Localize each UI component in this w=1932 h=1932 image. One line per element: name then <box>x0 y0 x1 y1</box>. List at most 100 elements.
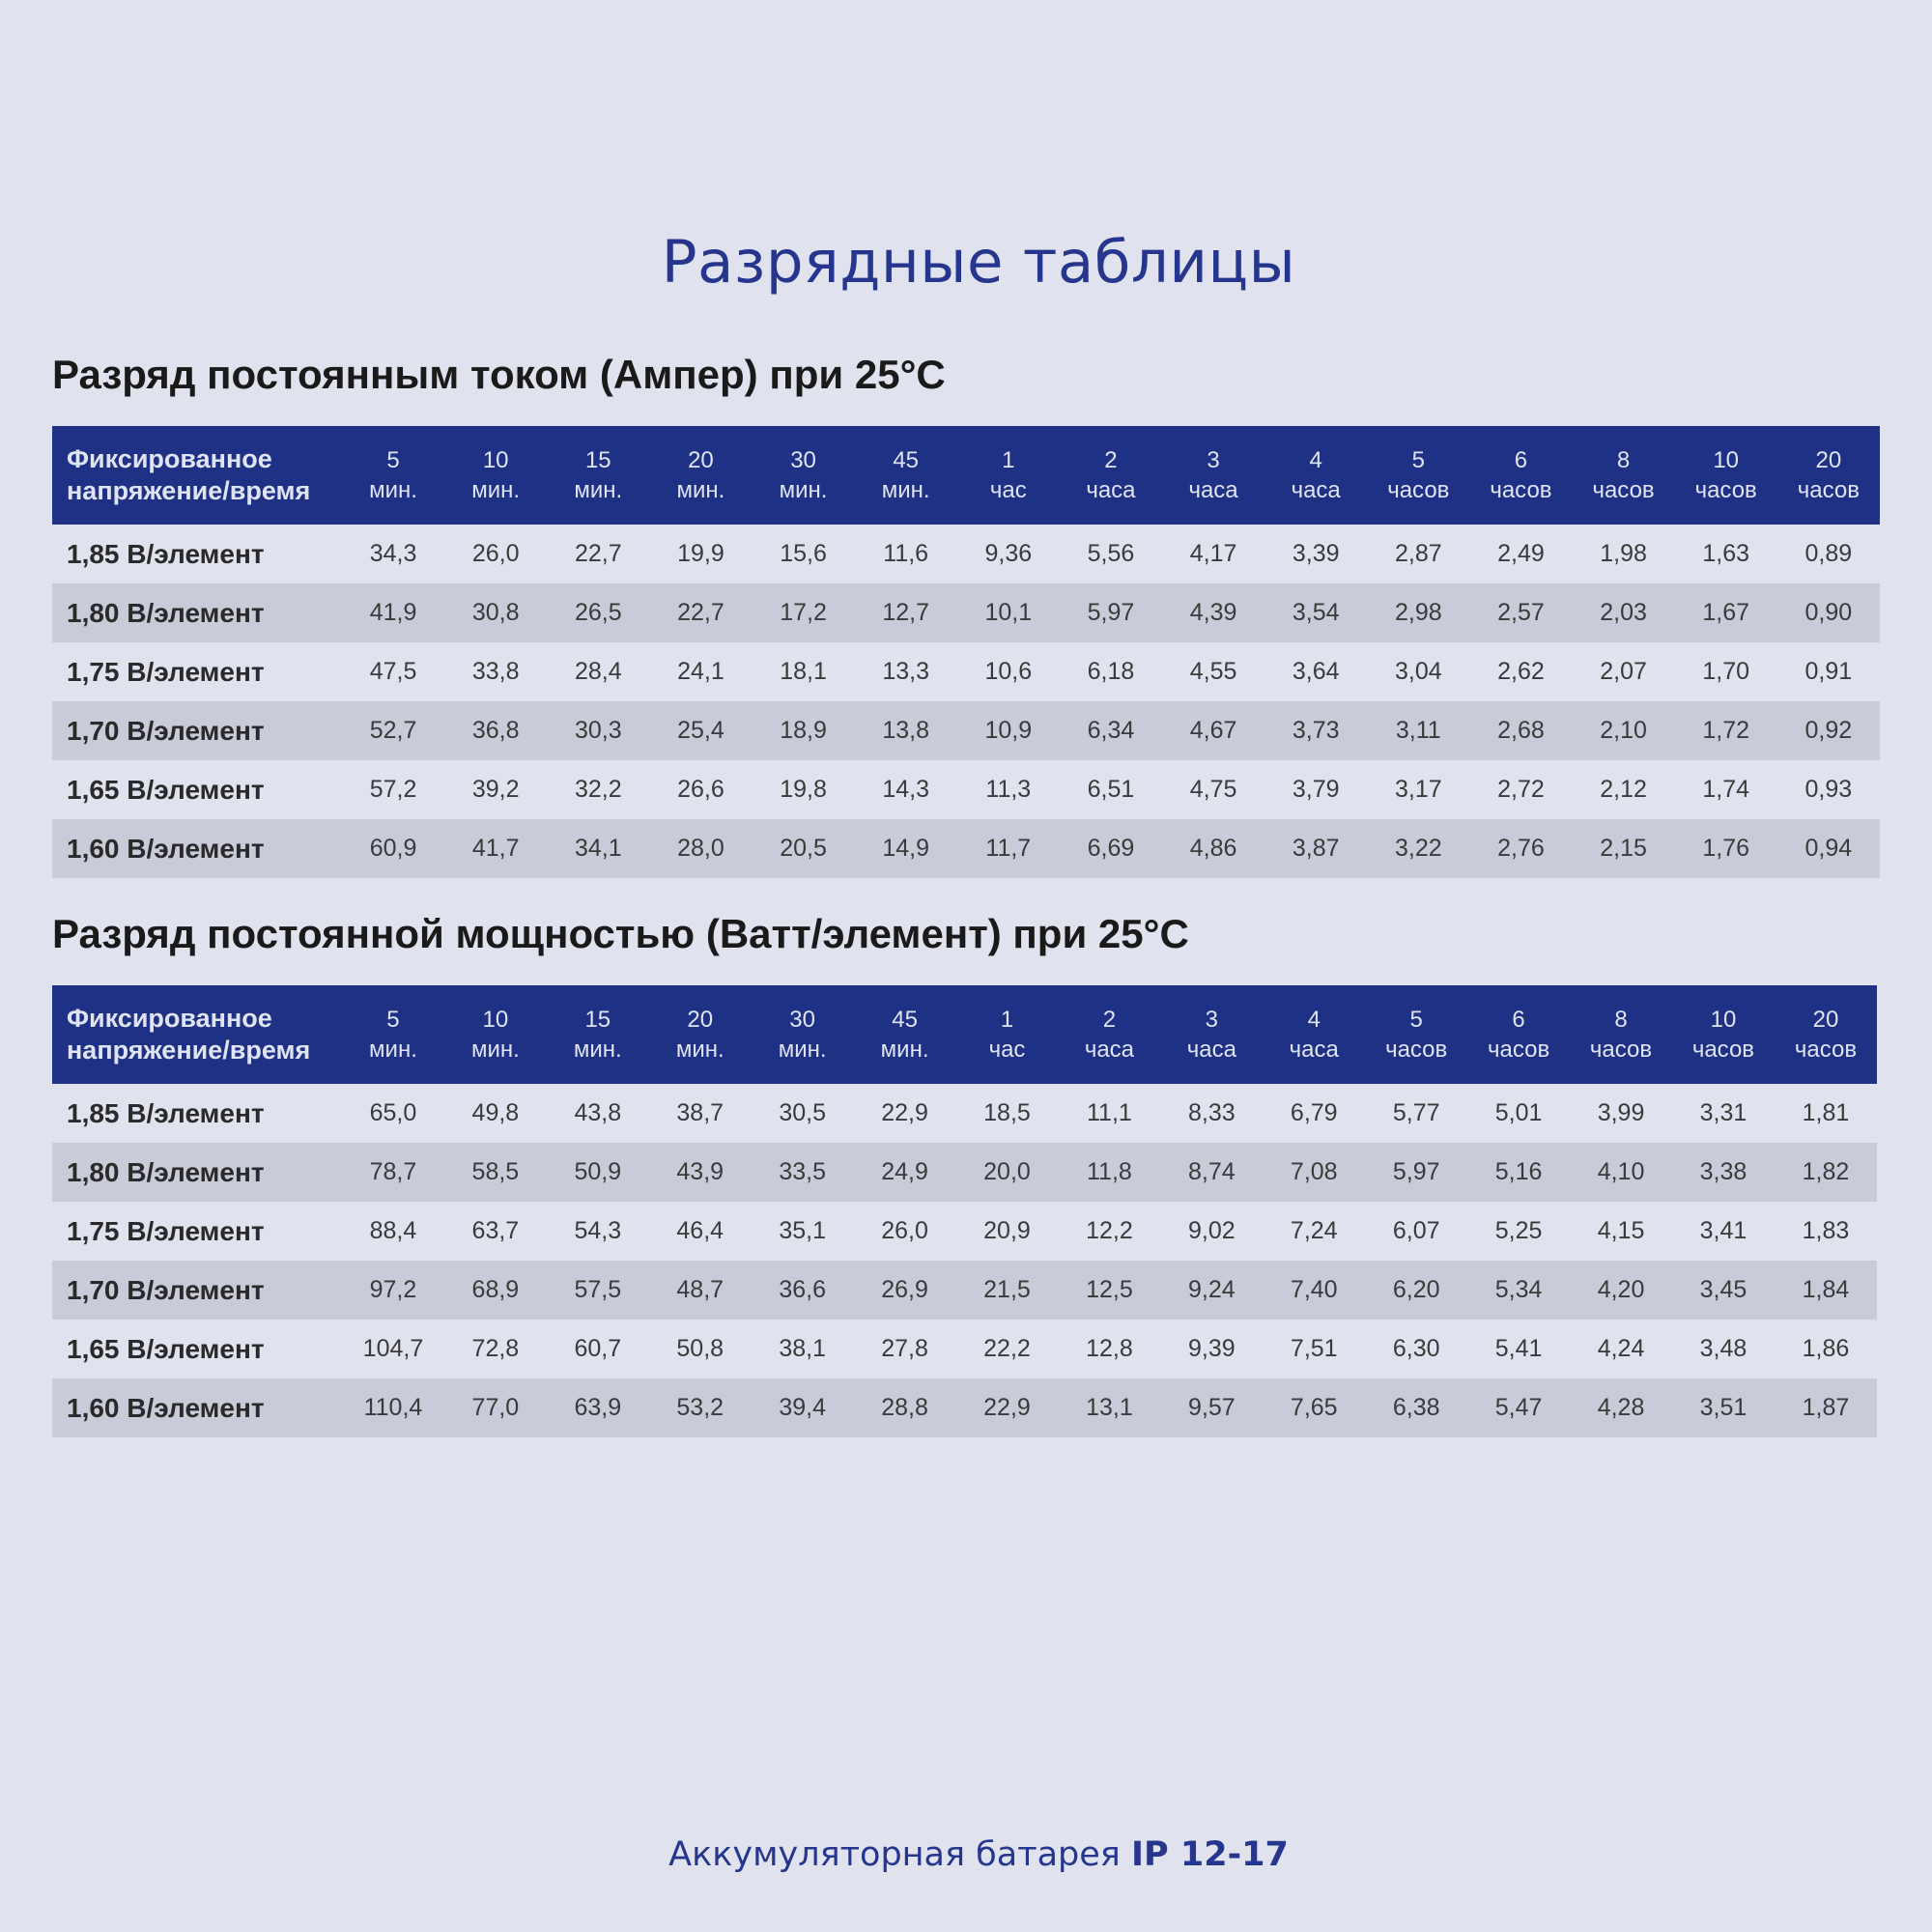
footer-text: Аккумуляторная батарея <box>668 1835 1121 1874</box>
duration-number: 45 <box>893 447 920 473</box>
section-title-power-discharge: Разряд постоянной мощностью (Ватт/элемен… <box>52 911 1189 956</box>
table-cell: 22,7 <box>649 583 753 642</box>
header-duration: 8 часов <box>1570 985 1672 1084</box>
table-cell: 0,91 <box>1776 642 1880 701</box>
table-cell: 26,6 <box>649 760 753 819</box>
duration-number: 20 <box>1812 1007 1839 1033</box>
table-cell: 32,2 <box>547 760 650 819</box>
header-duration: 2 часа <box>1058 985 1161 1084</box>
table-cell: 4,10 <box>1570 1143 1672 1202</box>
table-cell: 1,72 <box>1674 701 1777 760</box>
table-cell: 1,81 <box>1774 1084 1877 1143</box>
header-duration: 4 часа <box>1263 985 1366 1084</box>
table-cell: 39,2 <box>444 760 548 819</box>
table-cell: 3,64 <box>1264 642 1368 701</box>
duration-unit: мин. <box>675 1037 724 1063</box>
table-cell: 2,12 <box>1572 760 1675 819</box>
table-cell: 49,8 <box>443 1084 547 1143</box>
duration-number: 20 <box>688 447 714 473</box>
table-cell: 20,5 <box>752 819 855 878</box>
table-cell: 18,1 <box>752 642 855 701</box>
table-cell: 9,57 <box>1160 1378 1264 1437</box>
table-cell: 58,5 <box>443 1143 547 1202</box>
table-cell: 3,17 <box>1367 760 1470 819</box>
duration-number: 30 <box>789 1007 815 1033</box>
table-cell: 33,5 <box>751 1143 854 1202</box>
row-voltage-label: 1,70 В/элемент <box>52 701 342 760</box>
duration-number: 10 <box>1710 1007 1737 1033</box>
table-cell: 26,0 <box>444 525 548 583</box>
duration-unit: мин. <box>676 477 725 503</box>
row-voltage-label: 1,70 В/элемент <box>52 1261 342 1320</box>
table-cell: 5,34 <box>1467 1261 1571 1320</box>
duration-unit: мин. <box>779 477 828 503</box>
duration-unit: часов <box>1589 1037 1653 1063</box>
table-cell: 4,28 <box>1570 1378 1672 1437</box>
table-cell: 18,5 <box>955 1084 1059 1143</box>
header-duration: 10 мин. <box>443 985 547 1084</box>
table-row: 1,70 В/элемент 97,2 68,9 57,5 48,7 36,6 26,9 21… <box>52 1261 1877 1320</box>
table-cell: 22,2 <box>955 1320 1059 1378</box>
duration-unit: часа <box>1291 477 1341 503</box>
header-label-line: напряжение/время <box>67 1036 311 1065</box>
table-cell: 2,76 <box>1469 819 1573 878</box>
table-cell: 1,87 <box>1774 1378 1877 1437</box>
table-cell: 6,07 <box>1365 1202 1468 1261</box>
table-cell: 6,30 <box>1365 1320 1468 1378</box>
table-row: 1,75 В/элемент 88,4 63,7 54,3 46,4 35,1 26,0 20… <box>52 1202 1877 1261</box>
table-cell: 4,55 <box>1162 642 1265 701</box>
duration-number: 5 <box>1411 447 1425 473</box>
duration-unit: мин. <box>574 477 623 503</box>
table-cell: 13,8 <box>854 701 957 760</box>
table-cell: 4,24 <box>1570 1320 1672 1378</box>
table-cell: 0,90 <box>1776 583 1880 642</box>
header-duration: 2 часа <box>1059 426 1162 525</box>
table-row: 1,65 В/элемент 104,7 72,8 60,7 50,8 38,1 27,8 2… <box>52 1320 1877 1378</box>
table-cell: 35,1 <box>751 1202 854 1261</box>
duration-number: 15 <box>584 1007 611 1033</box>
table-cell: 27,8 <box>853 1320 956 1378</box>
table-cell: 5,47 <box>1467 1378 1571 1437</box>
table-row: 1,85 В/элемент 65,0 49,8 43,8 38,7 30,5 22,9 18… <box>52 1084 1877 1143</box>
footer: Аккумуляторная батарея IP 12-17 <box>0 1835 1932 1874</box>
table-cell: 41,9 <box>342 583 445 642</box>
table-cell: 10,6 <box>956 642 1060 701</box>
table-cell: 28,4 <box>547 642 650 701</box>
duration-unit: час <box>989 477 1027 503</box>
table-cell: 1,84 <box>1774 1261 1877 1320</box>
header-duration: 30 мин. <box>751 985 854 1084</box>
table-cell: 34,3 <box>342 525 445 583</box>
header-duration: 8 часов <box>1572 426 1675 525</box>
duration-unit: мин. <box>470 1037 520 1063</box>
table-cell: 6,20 <box>1365 1261 1468 1320</box>
table-cell: 77,0 <box>443 1378 547 1437</box>
table-cell: 30,8 <box>444 583 548 642</box>
header-label-line: напряжение/время <box>67 476 311 505</box>
section-title-current-discharge: Разряд постоянным током (Ампер) при 25°C <box>52 352 946 397</box>
table-cell: 11,3 <box>956 760 1060 819</box>
table-cell: 12,8 <box>1058 1320 1161 1378</box>
table-cell: 9,02 <box>1160 1202 1264 1261</box>
duration-unit: часа <box>1186 1037 1236 1063</box>
table-cell: 8,33 <box>1160 1084 1264 1143</box>
footer-model: IP 12-17 <box>1131 1835 1289 1874</box>
table-cell: 6,18 <box>1059 642 1162 701</box>
table-cell: 60,9 <box>342 819 445 878</box>
duration-number: 20 <box>1815 447 1842 473</box>
table-cell: 1,76 <box>1674 819 1777 878</box>
header-label-line: Фиксированное <box>67 1004 272 1033</box>
table-cell: 3,38 <box>1671 1143 1775 1202</box>
table-header-row: Фиксированное напряжение/время 5 мин. 10 мин.… <box>52 426 1880 525</box>
table-cell: 6,38 <box>1365 1378 1468 1437</box>
header-duration: 1 час <box>955 985 1059 1084</box>
table-cell: 2,10 <box>1572 701 1675 760</box>
table-cell: 4,67 <box>1162 701 1265 760</box>
table-cell: 28,0 <box>649 819 753 878</box>
table-cell: 1,74 <box>1674 760 1777 819</box>
header-voltage-time: Фиксированное напряжение/время <box>52 985 342 1084</box>
header-duration: 6 часов <box>1469 426 1573 525</box>
table-cell: 5,41 <box>1467 1320 1571 1378</box>
header-duration: 10 часов <box>1671 985 1775 1084</box>
table-row: 1,75 В/элемент 47,5 33,8 28,4 24,1 18,1 13,3 10… <box>52 642 1880 701</box>
duration-unit: мин. <box>369 477 417 503</box>
